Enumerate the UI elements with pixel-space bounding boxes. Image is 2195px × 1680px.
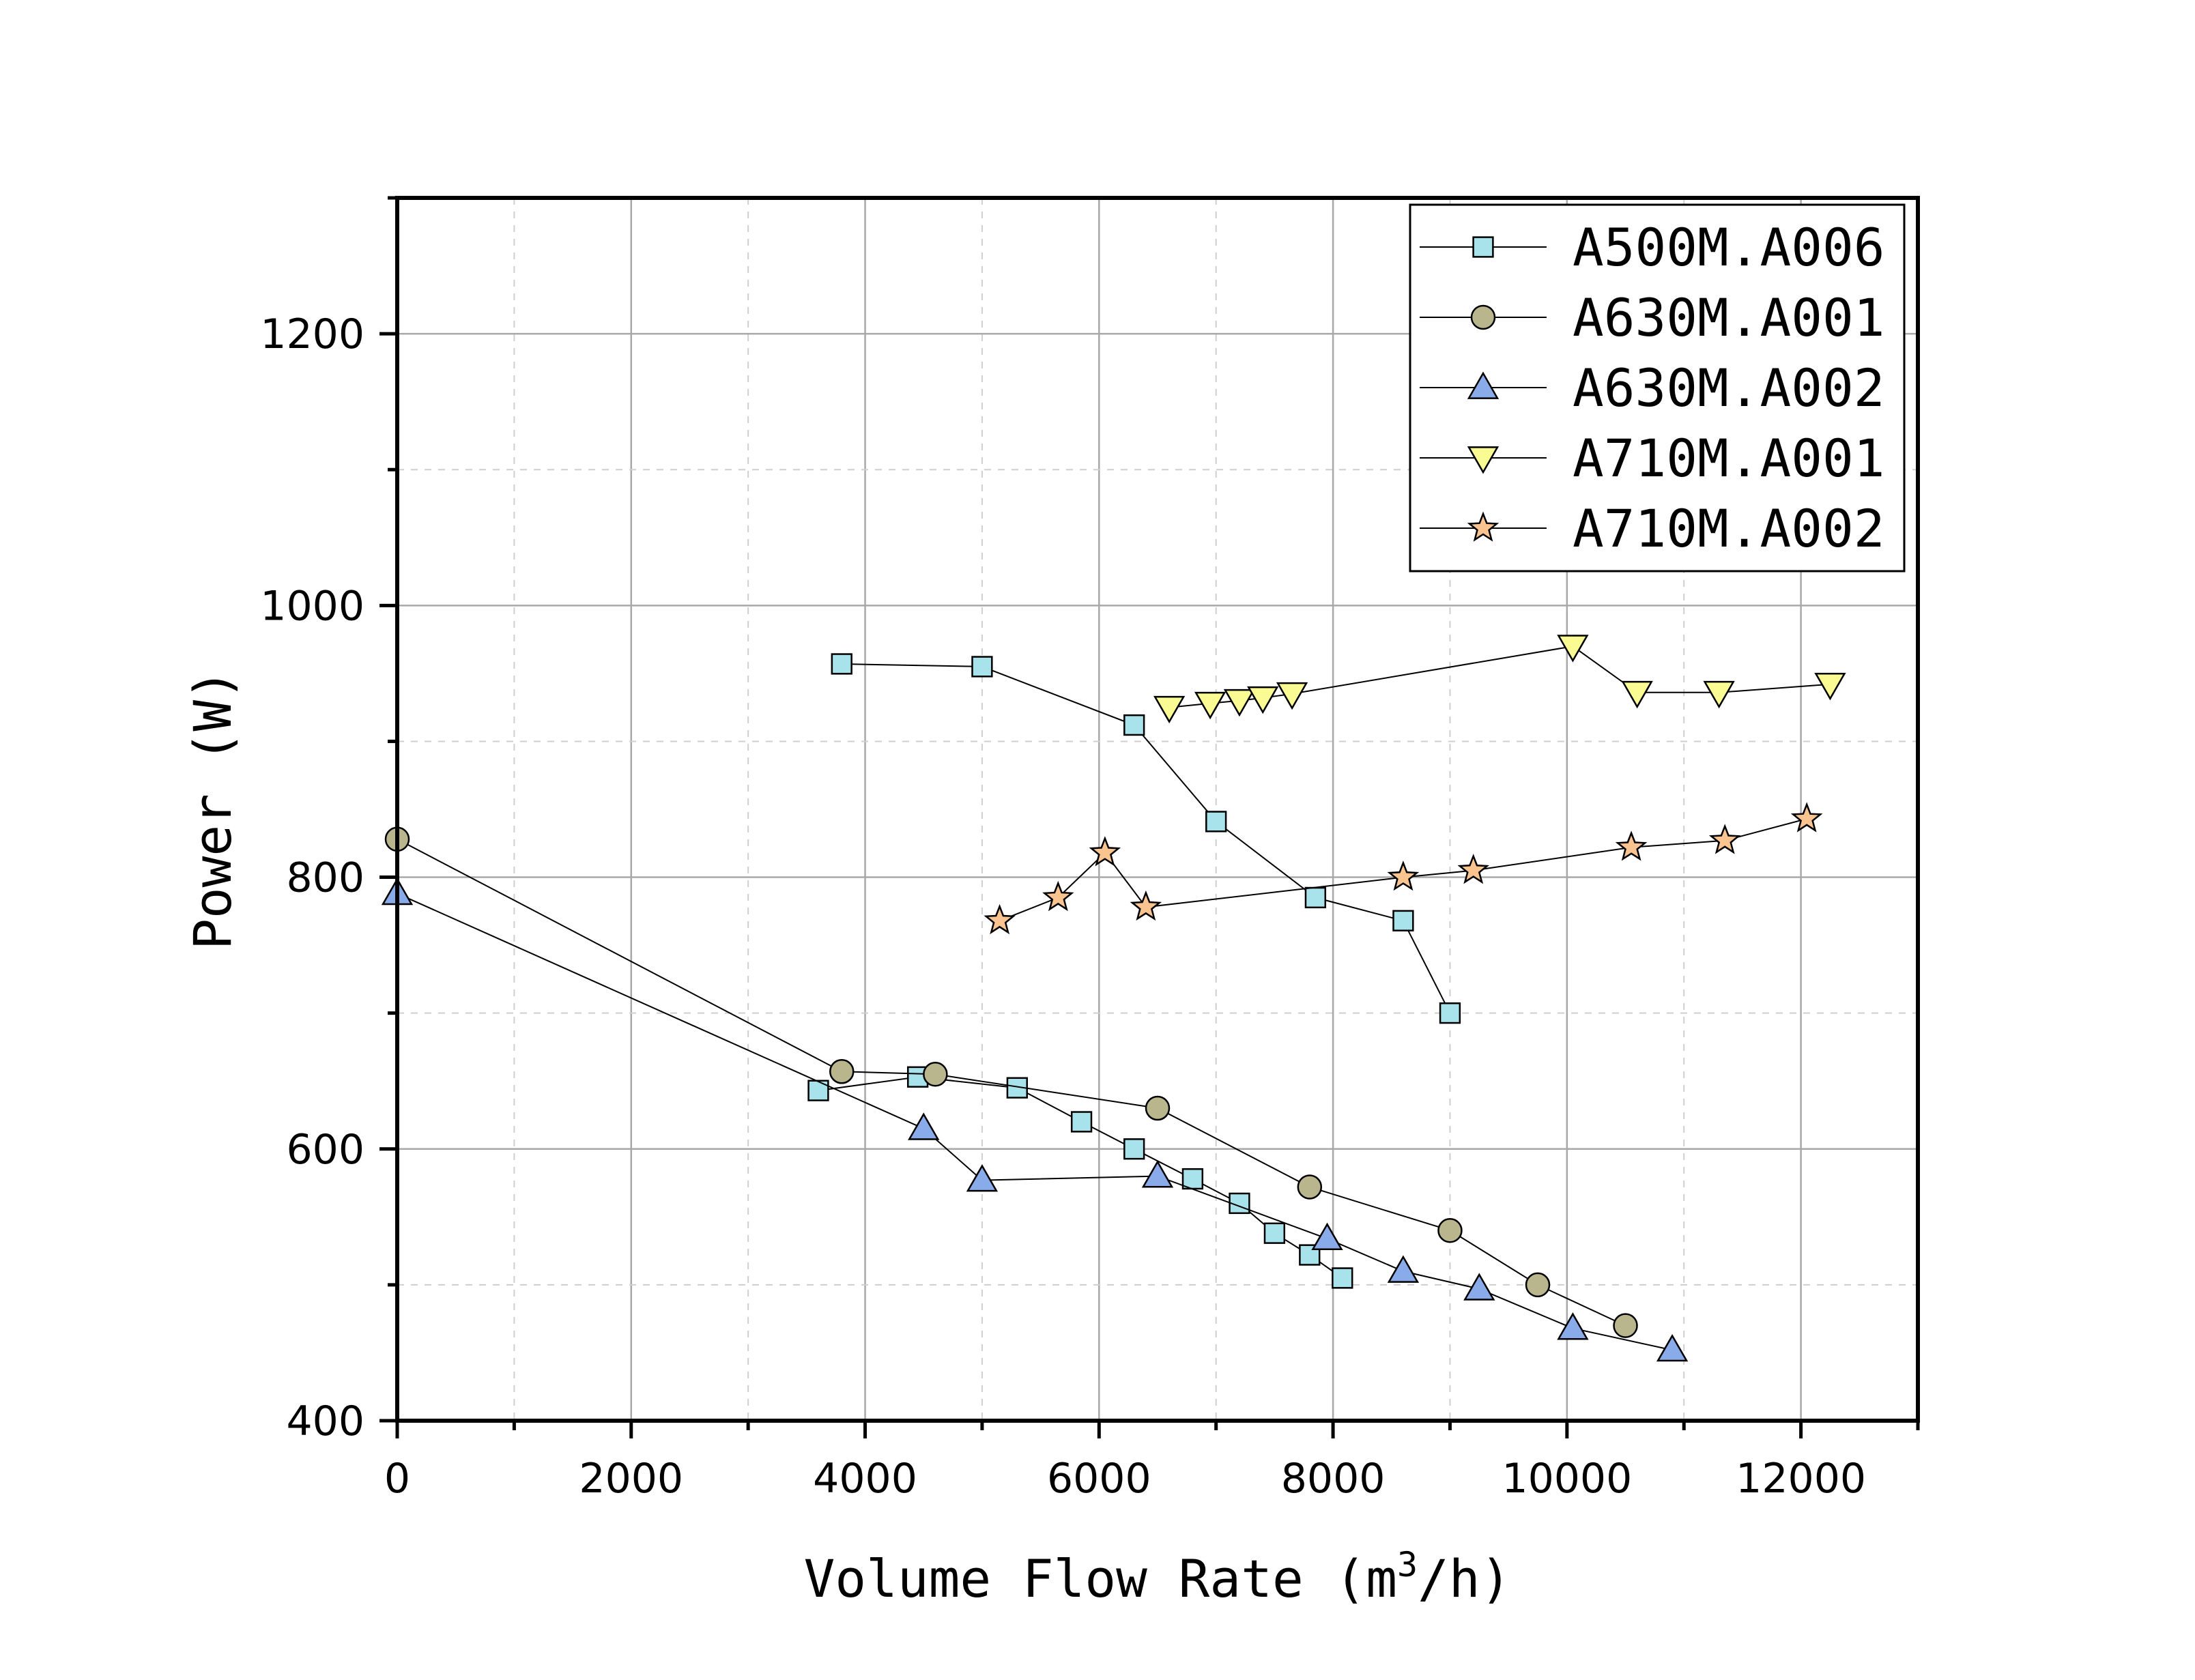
series-a630m-a002	[381, 877, 1689, 1362]
x-tick-label: 6000	[1047, 1455, 1151, 1503]
data-point	[1332, 1267, 1353, 1289]
legend-marker	[1470, 304, 1496, 330]
data-point	[1276, 682, 1308, 710]
data-point	[1194, 691, 1226, 720]
legend-item: A710M.A001	[1420, 428, 1885, 489]
series-a500m-a006	[831, 653, 1461, 1024]
data-point	[1153, 695, 1186, 724]
data-point	[966, 1164, 999, 1192]
series-line	[818, 1076, 1343, 1279]
legend: A500M.A006 A630M.A001 A630M.A002 A710M.A001…	[1409, 203, 1906, 573]
data-point	[1557, 635, 1589, 663]
x-axis-title-superscript: 3	[1397, 1545, 1418, 1584]
legend-label: A710M.A001	[1573, 428, 1885, 489]
data-point	[1439, 1002, 1461, 1024]
data-point	[1123, 714, 1145, 736]
plot-frame	[395, 196, 1920, 1423]
data-point	[1621, 680, 1653, 709]
data-point	[1703, 680, 1735, 709]
data-point	[1311, 1222, 1343, 1251]
data-point	[1006, 1077, 1028, 1099]
data-point	[1525, 1272, 1551, 1298]
y-tick-label: 400	[286, 1397, 364, 1445]
legend-label: A710M.A002	[1573, 498, 1885, 559]
data-point	[984, 903, 1016, 935]
legend-item: A630M.A001	[1420, 287, 1885, 348]
x-tick-label: 8000	[1281, 1455, 1386, 1503]
data-point	[1463, 1273, 1495, 1301]
y-tick-label: 800	[286, 854, 364, 902]
data-point	[1814, 672, 1846, 701]
legend-marker	[1467, 511, 1500, 542]
legend-label: A500M.A006	[1573, 217, 1885, 278]
x-tick-label: 2000	[579, 1455, 683, 1503]
data-point	[1141, 1160, 1174, 1188]
x-tick-label: 4000	[813, 1455, 917, 1503]
legend-item: A630M.A002	[1420, 358, 1885, 418]
data-point	[1223, 689, 1256, 717]
data-point	[1615, 830, 1648, 861]
data-point	[807, 1080, 829, 1101]
x-tick-label: 10000	[1502, 1455, 1632, 1503]
series-a630m-a001	[384, 826, 1638, 1338]
data-point	[1297, 1174, 1323, 1200]
data-point	[923, 1062, 948, 1087]
data-point	[1089, 836, 1121, 867]
data-point	[1613, 1313, 1638, 1338]
data-point	[1130, 890, 1162, 921]
data-point	[971, 656, 993, 678]
data-point	[829, 1059, 855, 1084]
legend-label: A630M.A002	[1573, 358, 1885, 418]
data-point	[1181, 1168, 1204, 1190]
data-point	[1790, 802, 1823, 832]
data-point	[1708, 824, 1741, 854]
legend-marker	[1467, 371, 1500, 399]
x-axis-title: Volume Flow Rate (m3/h)	[804, 1545, 1512, 1609]
data-point	[1263, 1222, 1286, 1244]
data-point	[1457, 854, 1489, 884]
series-layer	[381, 635, 1846, 1362]
y-tick-labels: 400 600 800 1000 1200	[260, 310, 364, 1445]
data-point	[1205, 811, 1227, 832]
data-point	[1304, 886, 1327, 909]
series-line	[842, 663, 1451, 1014]
y-axis-title: Power (W)	[182, 669, 243, 950]
data-point	[1247, 686, 1279, 714]
data-point	[1437, 1217, 1463, 1243]
data-point	[1392, 910, 1414, 931]
x-tick-label: 12000	[1736, 1455, 1866, 1503]
x-tick-label: 0	[384, 1455, 410, 1503]
y-tick-label: 600	[286, 1126, 364, 1174]
y-tick-label: 1200	[260, 310, 364, 358]
data-point	[1387, 860, 1420, 891]
series-a500m-a006	[807, 1066, 1353, 1289]
data-point	[1387, 1255, 1420, 1283]
data-point	[1145, 1095, 1171, 1121]
legend-marker	[1467, 446, 1500, 474]
x-tick-labels: 0 2000 4000 6000 8000 10000 12000	[384, 1455, 1866, 1503]
series-a710m-a001	[1153, 635, 1846, 724]
data-point	[1123, 1138, 1145, 1160]
data-point	[1557, 1312, 1589, 1340]
data-point	[1042, 880, 1074, 912]
data-point	[1070, 1111, 1093, 1133]
series-a710m-a002	[984, 802, 1823, 935]
legend-item: A500M.A006	[1420, 217, 1885, 278]
data-point	[908, 1112, 940, 1140]
data-point	[1656, 1333, 1689, 1362]
data-point	[831, 653, 852, 675]
series-line	[397, 838, 1626, 1327]
y-tick-label: 1000	[260, 582, 364, 630]
legend-item: A710M.A002	[1420, 498, 1885, 559]
legend-marker	[1472, 236, 1494, 258]
legend-label: A630M.A001	[1573, 287, 1885, 348]
